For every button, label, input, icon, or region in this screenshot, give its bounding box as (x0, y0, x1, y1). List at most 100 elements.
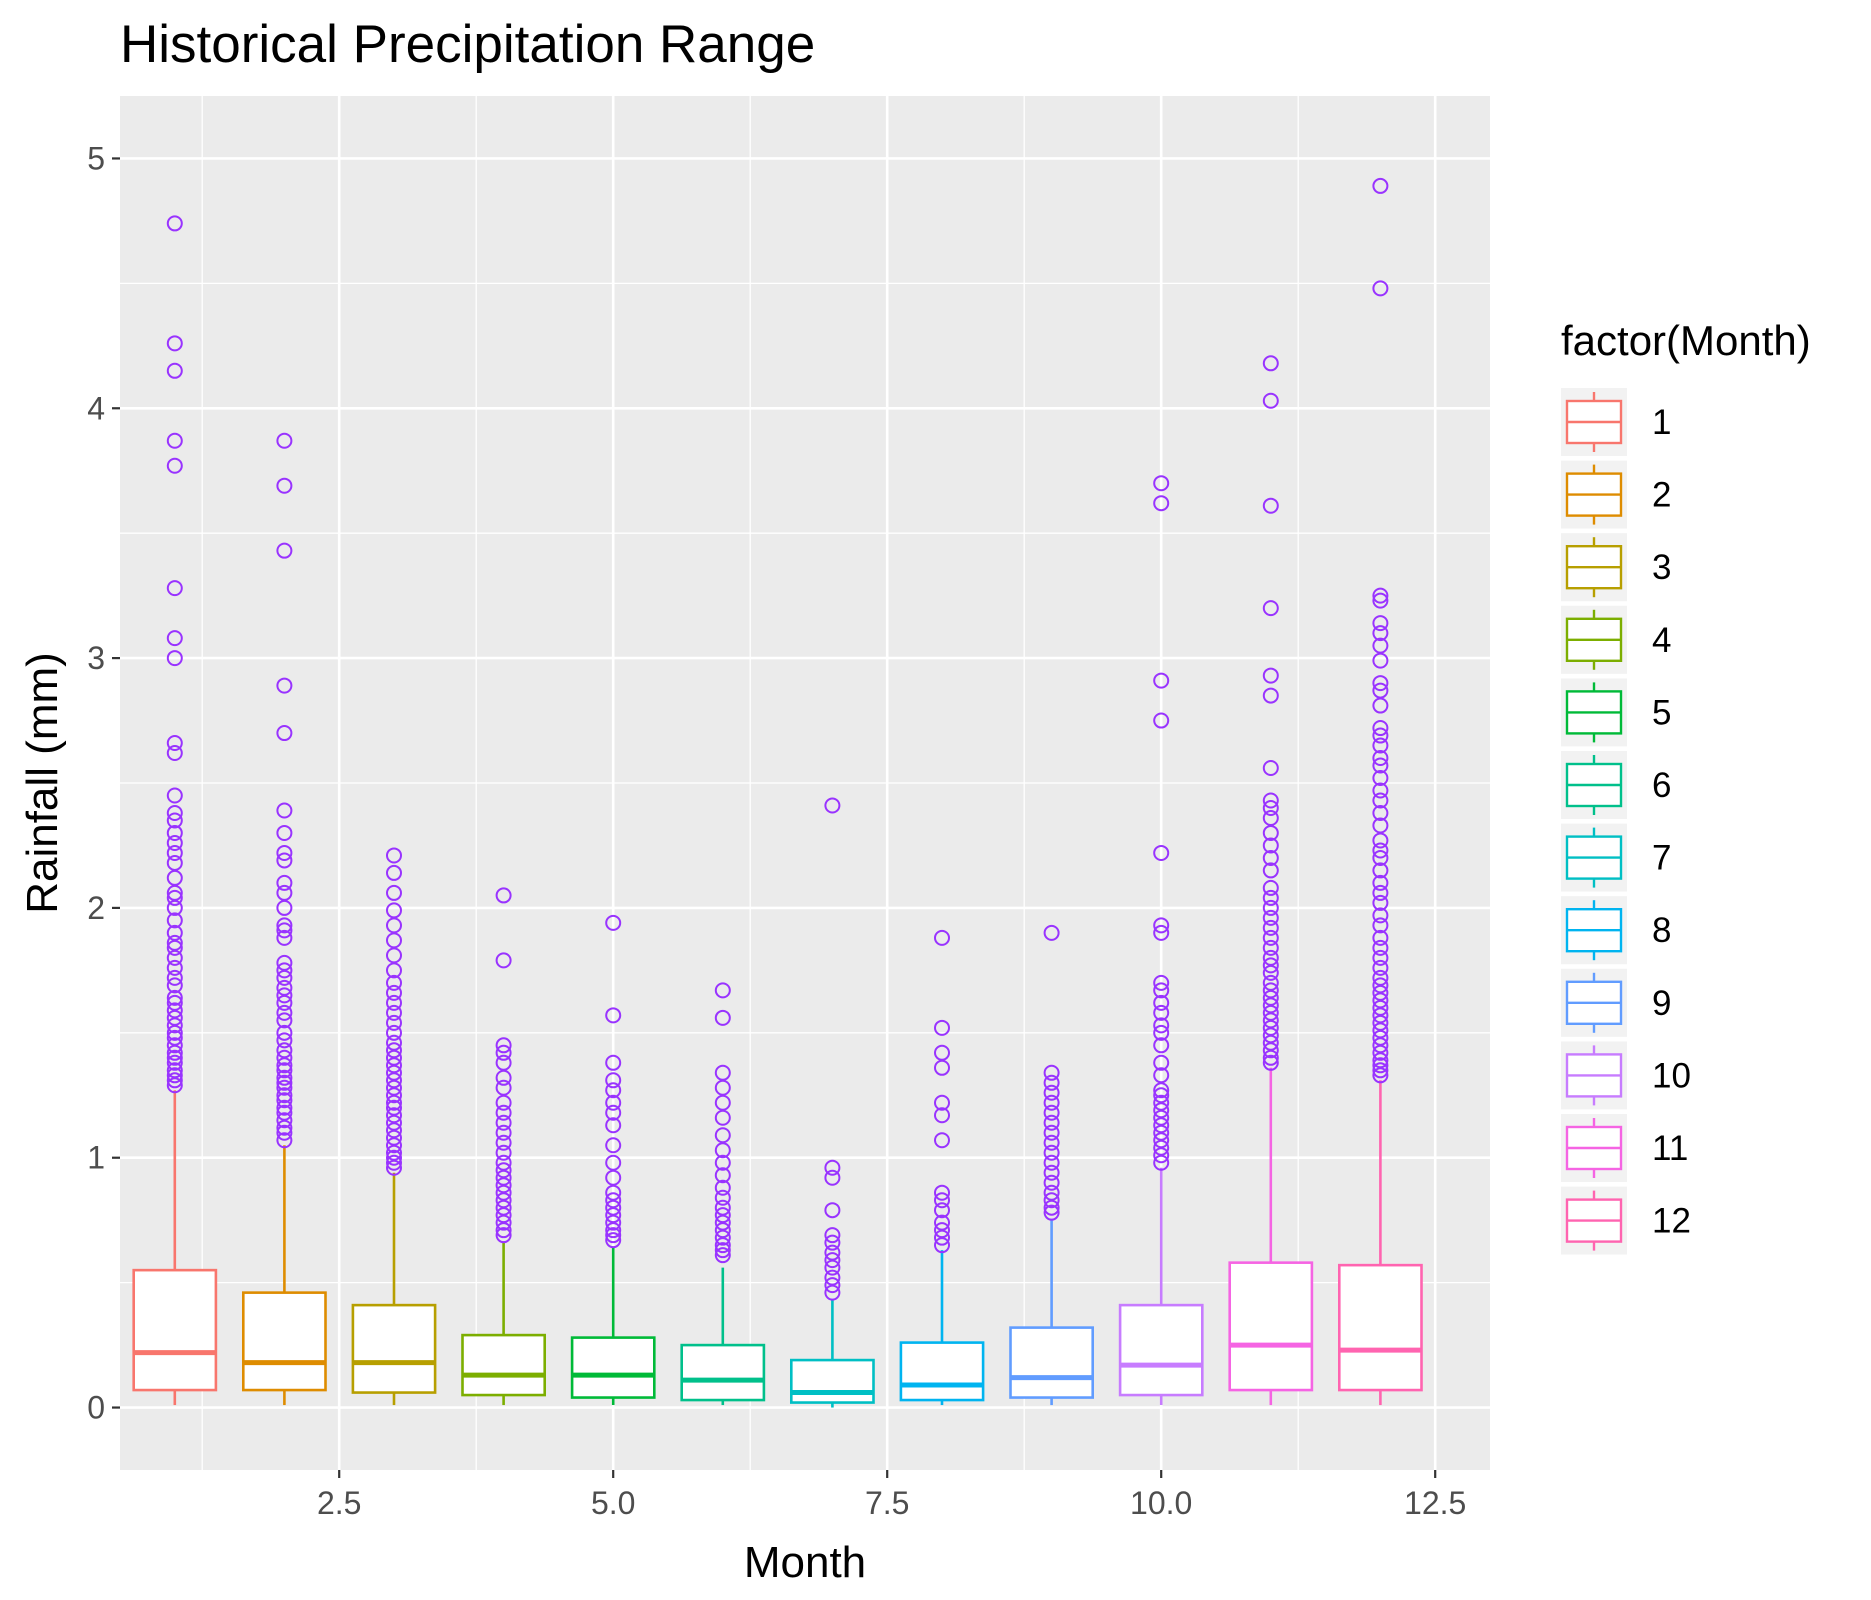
outlier-point (1153, 712, 1170, 729)
outlier-point (1372, 587, 1389, 604)
iqr-box (1338, 1263, 1423, 1392)
outlier-point (166, 215, 183, 232)
outlier-point (1262, 792, 1279, 809)
outlier-point (166, 899, 183, 916)
outlier-point (495, 1134, 512, 1151)
outlier-point (1262, 799, 1279, 816)
outlier-point (166, 735, 183, 752)
outlier-point (166, 977, 183, 994)
outlier-point (1153, 1154, 1170, 1171)
outlier-point (495, 1227, 512, 1244)
outlier-point (1153, 1004, 1170, 1021)
outlier-point (1262, 1049, 1279, 1066)
outlier-point (1262, 919, 1279, 936)
box-month-10 (1118, 1167, 1204, 1406)
outlier-point (934, 1202, 950, 1219)
iqr-box (1228, 1261, 1314, 1392)
outlier-point (276, 994, 293, 1011)
outlier-point (1262, 824, 1279, 841)
outlier-point (276, 1124, 293, 1141)
outliers-month-10 (1153, 475, 1170, 1171)
iqr-box (570, 1336, 656, 1399)
outlier-point (276, 969, 293, 986)
outlier-point (1153, 1024, 1170, 1041)
outlier-point (276, 929, 293, 946)
y-tick-label: 4 (87, 390, 105, 426)
outlier-point (166, 650, 183, 667)
outlier-point (166, 1054, 183, 1071)
outlier-point (1372, 727, 1389, 744)
outlier-point (1262, 862, 1279, 879)
outlier-point (276, 1074, 293, 1091)
outlier-point (934, 1107, 950, 1124)
outlier-point (276, 917, 293, 934)
outlier-point (1372, 592, 1389, 609)
outlier-points (166, 177, 1389, 1301)
x-axis-title: Month (744, 1538, 866, 1587)
legend-label: 1 (1652, 403, 1671, 442)
outlier-point (1153, 924, 1170, 941)
outlier-point (1372, 757, 1389, 774)
x-axis: 2.5 5.0 7.5 10.0 12.5 (317, 1470, 1466, 1521)
outlier-point (1372, 1057, 1389, 1074)
outlier-point (714, 1142, 731, 1159)
outlier-point (495, 1144, 512, 1161)
outlier-point (1153, 994, 1170, 1011)
box-month-1 (132, 1090, 218, 1406)
legend-label: 8 (1652, 911, 1671, 950)
outlier-point (166, 812, 183, 829)
legend-item-11: 11 (1561, 1114, 1688, 1182)
outlier-point (166, 969, 183, 986)
outlier-point (934, 1229, 950, 1246)
outlier-point (386, 1014, 402, 1031)
outlier-point (276, 1057, 293, 1074)
iqr-box (1009, 1326, 1094, 1399)
outlier-point (1262, 929, 1279, 946)
outlier-point (386, 962, 402, 979)
outlier-point (276, 725, 293, 742)
outlier-point (1153, 1082, 1170, 1099)
outlier-point (1262, 355, 1279, 372)
outliers-month-6 (714, 982, 731, 1264)
y-tick-label: 1 (87, 1140, 105, 1176)
outlier-point (166, 1024, 183, 1041)
x-tick-label: 5.0 (591, 1485, 635, 1521)
y-tick-label: 2 (87, 890, 105, 926)
outlier-point (605, 1222, 622, 1239)
outlier-point (386, 1024, 402, 1041)
legend-label: 2 (1652, 476, 1671, 515)
outlier-point (714, 1189, 731, 1206)
outlier-point (166, 834, 183, 851)
outlier-point (276, 987, 293, 1004)
outlier-point (1372, 697, 1389, 714)
outlier-point (1043, 1114, 1060, 1131)
outlier-point (605, 1072, 622, 1089)
iqr-box (680, 1343, 766, 1402)
legend-label: 9 (1652, 984, 1671, 1023)
outlier-point (714, 1009, 731, 1026)
outlier-point (1372, 792, 1389, 809)
outlier-point (166, 362, 183, 379)
outlier-point (495, 1114, 512, 1131)
outlier-point (1372, 720, 1389, 737)
legend-item-2: 2 (1561, 460, 1671, 529)
outlier-point (1262, 760, 1279, 777)
outlier-point (1153, 982, 1170, 999)
iqr-box (351, 1303, 437, 1394)
iqr-box (461, 1333, 546, 1397)
legend-item-10: 10 (1561, 1041, 1691, 1110)
outlier-point (276, 1079, 293, 1096)
iqr-box (1118, 1303, 1204, 1397)
outliers-month-11 (1262, 355, 1279, 1071)
outlier-point (1372, 907, 1389, 924)
outlier-point (1372, 929, 1389, 946)
outlier-point (1043, 1074, 1060, 1091)
outlier-point (495, 1069, 512, 1086)
outlier-point (1372, 652, 1389, 669)
outlier-point (495, 1044, 512, 1061)
outlier-point (714, 1247, 731, 1264)
outlier-point (166, 1067, 183, 1084)
outlier-point (166, 824, 183, 841)
box-month-11 (1228, 1067, 1314, 1406)
outlier-point (1153, 974, 1170, 991)
